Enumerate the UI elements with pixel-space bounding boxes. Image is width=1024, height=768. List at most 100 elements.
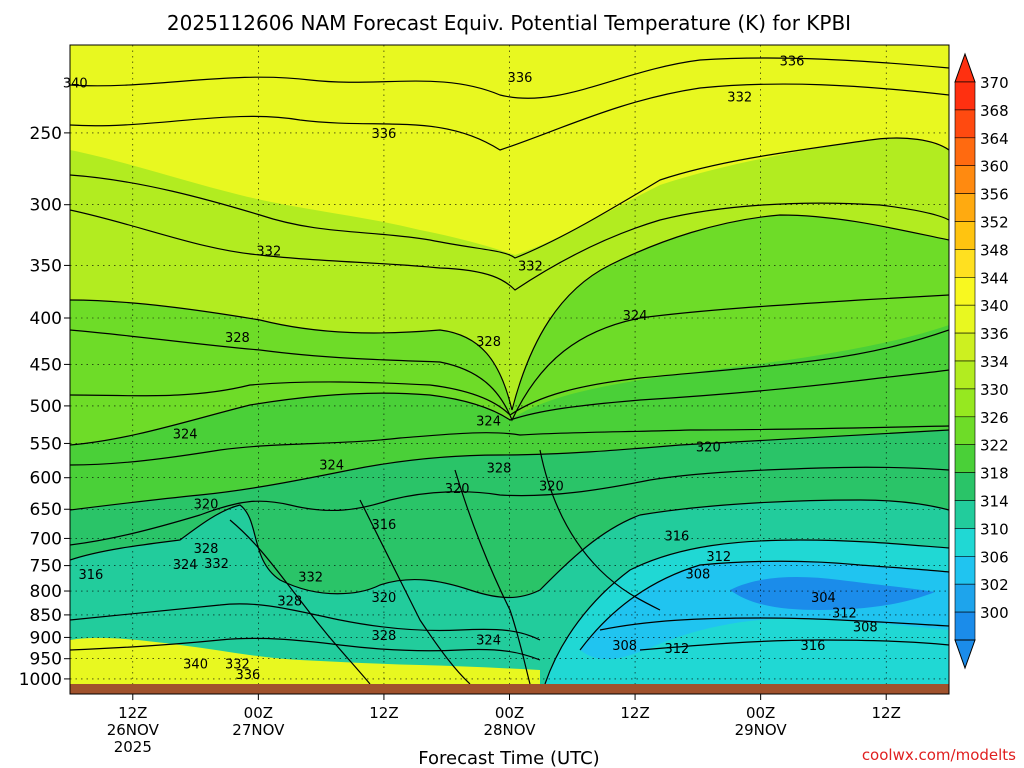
- colorbar-swatch: [954, 81, 976, 111]
- contour-label: 316: [665, 530, 690, 545]
- contour-label: 336: [508, 71, 533, 86]
- pressure-tick-label: 800: [30, 582, 62, 602]
- contour-label: 328: [277, 595, 302, 610]
- colorbar-swatch: [954, 360, 976, 390]
- contour-label: 328: [225, 331, 250, 346]
- colorbar-swatch: [954, 193, 976, 222]
- colorbar-label: 368: [980, 102, 1009, 120]
- colorbar-label: 314: [980, 493, 1009, 511]
- pressure-axis: 2503003504004505005506006507007508008509…: [19, 124, 70, 690]
- contour-label: 336: [235, 668, 260, 683]
- contour-label: 312: [832, 607, 857, 622]
- contour-label: 320: [539, 480, 564, 495]
- pressure-tick-label: 600: [30, 469, 62, 489]
- contour-label: 320: [696, 440, 721, 455]
- pressure-tick-label: 850: [30, 606, 62, 626]
- contour-label: 320: [445, 482, 470, 497]
- contour-label: 308: [685, 567, 710, 582]
- contour-label: 308: [853, 620, 878, 635]
- colorbar-swatch: [954, 500, 976, 529]
- contour-label: 336: [372, 127, 397, 142]
- colorbar-swatch: [954, 332, 976, 362]
- colorbar-swatch: [954, 444, 976, 473]
- time-tick-label: 27NOV: [232, 721, 285, 739]
- contour-label: 332: [298, 570, 323, 585]
- contour-label: 324: [623, 309, 648, 324]
- contour-label: 340: [63, 77, 88, 92]
- contour-label: 332: [518, 259, 543, 274]
- time-tick-label: 12Z: [369, 704, 398, 722]
- contour-label: 308: [612, 639, 637, 654]
- field-near-surface: [70, 637, 540, 684]
- contour-label: 316: [79, 568, 104, 583]
- contour-label: 336: [780, 54, 805, 69]
- contour-label: 332: [256, 245, 281, 260]
- colorbar-swatch: [954, 221, 976, 250]
- colorbar-label: 352: [980, 214, 1009, 232]
- colorbar-label: 370: [980, 74, 1009, 92]
- contour-label: 328: [476, 335, 501, 350]
- colorbar-swatch: [954, 109, 976, 139]
- contour-label: 320: [194, 498, 219, 513]
- time-tick-label: 00Z: [244, 704, 273, 722]
- colorbar-label: 344: [980, 269, 1009, 287]
- pressure-tick-label: 350: [30, 256, 62, 276]
- contour-label: 312: [665, 642, 690, 657]
- pressure-tick-label: 1000: [19, 670, 62, 690]
- contour-label: 324: [173, 427, 198, 442]
- pressure-tick-label: 750: [30, 557, 62, 577]
- pressure-tick-label: 500: [30, 397, 62, 417]
- contour-label: 340: [183, 658, 208, 673]
- colorbar-swatch: [954, 388, 976, 418]
- colorbar-label: 336: [980, 325, 1009, 343]
- colorbar-top-arrow: [954, 52, 976, 83]
- time-tick-label: 12Z: [620, 704, 649, 722]
- time-tick-label: 28NOV: [483, 721, 536, 739]
- colorbar-swatch: [954, 416, 976, 445]
- contour-label: 304: [811, 591, 836, 606]
- contour-label: 324: [476, 415, 501, 430]
- colorbar-label: 360: [980, 158, 1009, 176]
- colorbar-swatch: [954, 555, 976, 585]
- contour-label: 324: [476, 634, 501, 649]
- time-tick-label: 29NOV: [735, 721, 788, 739]
- colorbar-label: 334: [980, 353, 1009, 371]
- colorbar-label: 340: [980, 297, 1009, 315]
- colorbar-swatch: [954, 583, 976, 613]
- colorbar-bottom-arrow: [954, 639, 976, 670]
- colorbar-label: 326: [980, 409, 1009, 427]
- contour-label: 328: [194, 542, 219, 557]
- isolines: [70, 57, 949, 684]
- credit-text: coolwx.com/modelts: [862, 746, 1016, 764]
- pressure-tick-label: 450: [30, 355, 62, 375]
- pressure-tick-label: 300: [30, 196, 62, 216]
- contour-label: 324: [173, 558, 198, 573]
- pressure-tick-label: 700: [30, 529, 62, 549]
- time-tick-label: 12Z: [118, 704, 147, 722]
- colorbar-label: 310: [980, 520, 1009, 538]
- colorbar-swatch: [954, 137, 976, 167]
- colorbar-label: 348: [980, 241, 1009, 259]
- pressure-gridlines: [70, 132, 949, 680]
- ground-bar: [70, 684, 949, 694]
- colorbar: 370 368 364 360 356 352 348 344 340 336 334 330 326 3…: [954, 52, 1009, 670]
- field-cold-core: [730, 577, 935, 610]
- colorbar-label: 318: [980, 465, 1009, 483]
- colorbar-label: 306: [980, 548, 1009, 566]
- time-tick-label: 12Z: [872, 704, 901, 722]
- colorbar-label: 330: [980, 381, 1009, 399]
- colorbar-swatch: [954, 611, 976, 641]
- colorbar-label: 300: [980, 604, 1009, 622]
- colorbar-swatch: [954, 528, 976, 557]
- time-tick-label: 2025: [114, 738, 152, 756]
- time-gridlines: [132, 45, 887, 684]
- colorbar-swatch: [954, 304, 976, 334]
- time-tick-label: 00Z: [495, 704, 524, 722]
- colorbar-label: 356: [980, 186, 1009, 204]
- contour-label: 328: [487, 462, 512, 477]
- contour-label: 332: [225, 658, 250, 673]
- colorbar-swatch: [954, 165, 976, 194]
